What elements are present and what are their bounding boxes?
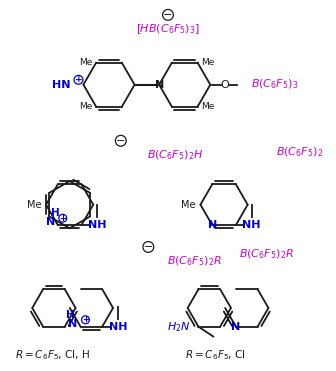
Text: H: H — [67, 310, 75, 320]
Text: −: − — [144, 242, 153, 252]
Text: +: + — [75, 75, 82, 84]
Text: $B(C_6F_5)_2$: $B(C_6F_5)_2$ — [276, 146, 324, 160]
Text: $B(C_6F_5)_2H$: $B(C_6F_5)_2H$ — [147, 149, 203, 162]
Text: Me: Me — [202, 102, 215, 111]
Text: Me: Me — [79, 58, 92, 67]
Text: −: − — [163, 10, 173, 20]
Text: N: N — [68, 319, 78, 329]
Text: $[HB(C_6F_5)_3]$: $[HB(C_6F_5)_3]$ — [136, 22, 200, 36]
Text: O: O — [221, 80, 229, 90]
Text: H: H — [50, 209, 59, 218]
Text: Me: Me — [181, 200, 196, 210]
Text: NH: NH — [242, 220, 261, 230]
Text: NH: NH — [109, 322, 127, 332]
Text: +: + — [82, 315, 89, 324]
Text: Me: Me — [27, 200, 41, 210]
Text: NH: NH — [88, 220, 107, 230]
Text: Me: Me — [79, 102, 92, 111]
Text: $B(C_6F_5)_3$: $B(C_6F_5)_3$ — [251, 78, 298, 92]
Text: Me: Me — [202, 58, 215, 67]
Text: $H_2N$: $H_2N$ — [167, 320, 191, 334]
Text: −: − — [116, 136, 125, 146]
Text: +: + — [59, 214, 66, 223]
Text: $R = C_6F_5$, Cl: $R = C_6F_5$, Cl — [185, 348, 246, 362]
Text: N: N — [208, 220, 217, 230]
Text: HN: HN — [52, 80, 71, 90]
Text: $B(C_6F_5)_2R$: $B(C_6F_5)_2R$ — [167, 254, 222, 267]
Text: N: N — [155, 80, 164, 90]
Text: N: N — [232, 322, 241, 332]
Text: $B(C_6F_5)_2R$: $B(C_6F_5)_2R$ — [239, 247, 294, 261]
Text: $R = C_6F_5$, Cl, H: $R = C_6F_5$, Cl, H — [14, 348, 90, 362]
Text: N: N — [46, 217, 55, 227]
